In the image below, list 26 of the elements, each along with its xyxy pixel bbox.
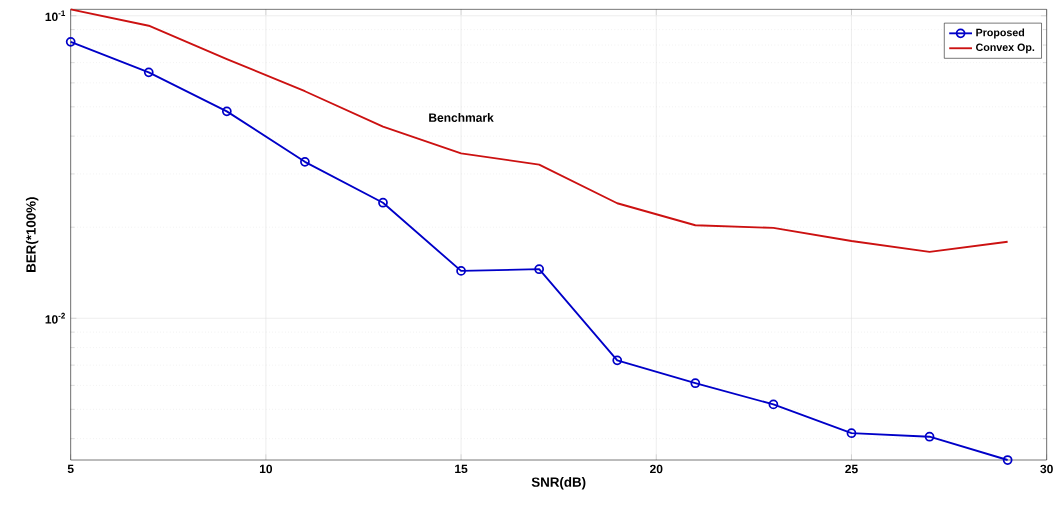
x-axis-title: SNR(dB) [531,477,586,490]
point [300,156,310,167]
x-tick-label: 15 [455,464,468,474]
y-axis-title: BER(*100%) [25,197,39,272]
point [456,266,466,276]
point [924,431,935,442]
point [221,106,232,117]
annotation: Benchmark [429,113,494,122]
point [612,355,623,366]
legend-label: Proposed [976,28,1025,39]
point [846,428,857,439]
x-tick-label: 25 [845,464,858,474]
point [534,264,545,275]
point [143,67,154,78]
point [1002,455,1013,465]
x-tick-label: 20 [650,464,663,474]
y-tick-label: 10$^{-2}$ [45,312,65,324]
x-tick-label: 5 [67,464,74,474]
point [768,399,779,410]
point [378,197,388,208]
point [65,36,76,47]
x-tick-label: 10 [259,464,273,474]
point [690,378,701,389]
x-tick-label: 30 [1040,464,1053,474]
y-tick-label: 10$^{-1}$ [45,10,66,22]
legend-label: Convex Op. [976,43,1035,54]
